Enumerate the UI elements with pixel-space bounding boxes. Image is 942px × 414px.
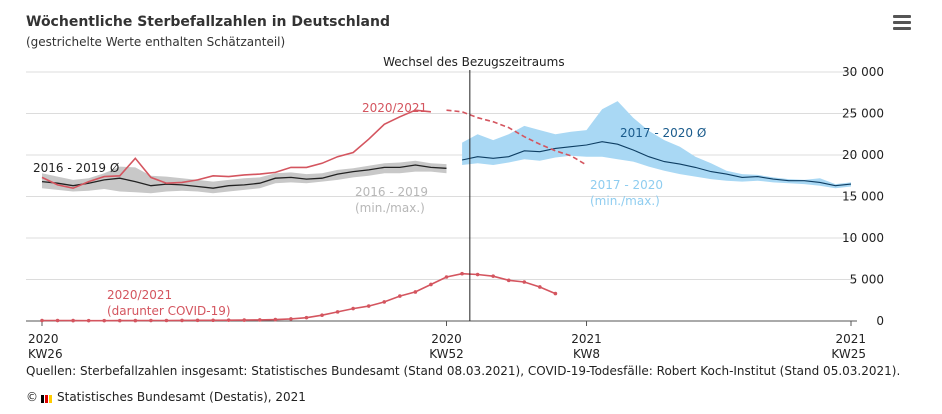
covid-point bbox=[553, 291, 558, 296]
hamburger-menu-icon[interactable] bbox=[893, 15, 911, 31]
x-tick-week: KW8 bbox=[573, 347, 600, 360]
chart-title: Wöchentliche Sterbefallzahlen in Deutsch… bbox=[26, 14, 390, 30]
covid-point bbox=[491, 274, 495, 278]
y-tick-label: 20 000 bbox=[842, 148, 884, 162]
x-tick-week: KW26 bbox=[28, 347, 63, 360]
menu-bar bbox=[893, 27, 911, 30]
label-band-2017-2020-sub: (min./max.) bbox=[590, 194, 660, 208]
covid-point bbox=[55, 318, 60, 323]
label-2020-2021: 2020/2021 bbox=[362, 101, 427, 115]
x-tick-year: 2020 bbox=[28, 332, 59, 346]
y-tick-label: 0 bbox=[876, 314, 884, 328]
covid-point bbox=[351, 306, 355, 311]
covid-point bbox=[164, 318, 169, 323]
menu-bar bbox=[893, 21, 911, 24]
covid-point bbox=[460, 271, 464, 276]
chart-canvas: 0 5 000 10 000 15 000 20 000 25 000 30 000 2020… bbox=[26, 55, 884, 360]
label-band-2017-2020: 2017 - 2020 bbox=[590, 178, 663, 192]
label-covid-sub: (darunter COVID-19) bbox=[107, 304, 231, 318]
y-tick-label: 30 000 bbox=[842, 65, 884, 79]
label-covid: 2020/2021 bbox=[107, 288, 172, 302]
line-avg-2017-2020 bbox=[461, 141, 852, 187]
destatis-logo-icon bbox=[41, 394, 52, 403]
covid-point bbox=[444, 275, 449, 279]
covid-point bbox=[211, 318, 215, 323]
covid-point bbox=[86, 318, 91, 323]
covid-point bbox=[273, 317, 278, 322]
covid-point bbox=[538, 285, 542, 289]
covid-point bbox=[413, 290, 418, 294]
x-tick-week: KW25 bbox=[831, 347, 866, 360]
covid-point bbox=[102, 318, 107, 323]
y-tick-label: 15 000 bbox=[842, 190, 884, 204]
covid-point bbox=[226, 318, 231, 322]
label-band-2016-2019: 2016 - 2019 bbox=[355, 185, 428, 199]
chart-subtitle: (gestrichelte Werte enthalten Schätzante… bbox=[26, 35, 286, 49]
label-avg-2016-2019: 2016 - 2019 Ø bbox=[33, 161, 119, 175]
covid-point bbox=[117, 318, 122, 323]
covid-point bbox=[320, 313, 324, 317]
source-note: Quellen: Sterbefallzahlen insgesamt: Sta… bbox=[26, 364, 901, 378]
covid-point bbox=[522, 280, 527, 284]
y-tick-label: 10 000 bbox=[842, 231, 884, 245]
covid-point bbox=[242, 318, 247, 322]
covid-point bbox=[133, 318, 138, 323]
covid-point bbox=[382, 300, 387, 304]
credit-text: Statistisches Bundesamt (Destatis), 2021 bbox=[57, 390, 306, 404]
covid-point bbox=[304, 315, 309, 320]
label-avg-2017-2020: 2017 - 2020 Ø bbox=[620, 126, 706, 140]
covid-point bbox=[40, 318, 44, 323]
covid-point bbox=[398, 294, 402, 298]
covid-point bbox=[71, 318, 75, 323]
line-avg-2016-2019 bbox=[41, 164, 447, 189]
covid-point bbox=[149, 318, 153, 323]
x-tick-year: 2021 bbox=[835, 332, 866, 346]
x-tick-year: 2020 bbox=[431, 332, 462, 346]
covid-point bbox=[366, 304, 371, 308]
covid-point bbox=[335, 310, 340, 314]
band-2016-2019 bbox=[42, 160, 447, 194]
copyright-symbol: © bbox=[26, 390, 38, 404]
reference-change-label: Wechsel des Bezugszeitraums bbox=[383, 55, 565, 69]
x-tick-year: 2021 bbox=[571, 332, 602, 346]
band-2017-2020 bbox=[462, 101, 851, 189]
y-tick-label: 25 000 bbox=[842, 107, 884, 121]
covid-point bbox=[195, 318, 200, 323]
covid-point bbox=[506, 278, 511, 283]
label-band-2016-2019-sub: (min./max.) bbox=[355, 201, 425, 215]
y-tick-label: 5 000 bbox=[850, 273, 884, 287]
covid-point bbox=[180, 318, 184, 323]
menu-bar bbox=[893, 15, 911, 18]
credit-line: © Statistisches Bundesamt (Destatis), 202… bbox=[26, 390, 306, 404]
line-2020-2021 bbox=[41, 109, 431, 190]
covid-point bbox=[258, 318, 262, 322]
line-2020-2021-estimated bbox=[446, 109, 587, 166]
covid-point bbox=[475, 272, 480, 277]
covid-point bbox=[429, 282, 433, 287]
x-tick-week: KW52 bbox=[429, 347, 464, 360]
covid-point bbox=[289, 317, 293, 321]
